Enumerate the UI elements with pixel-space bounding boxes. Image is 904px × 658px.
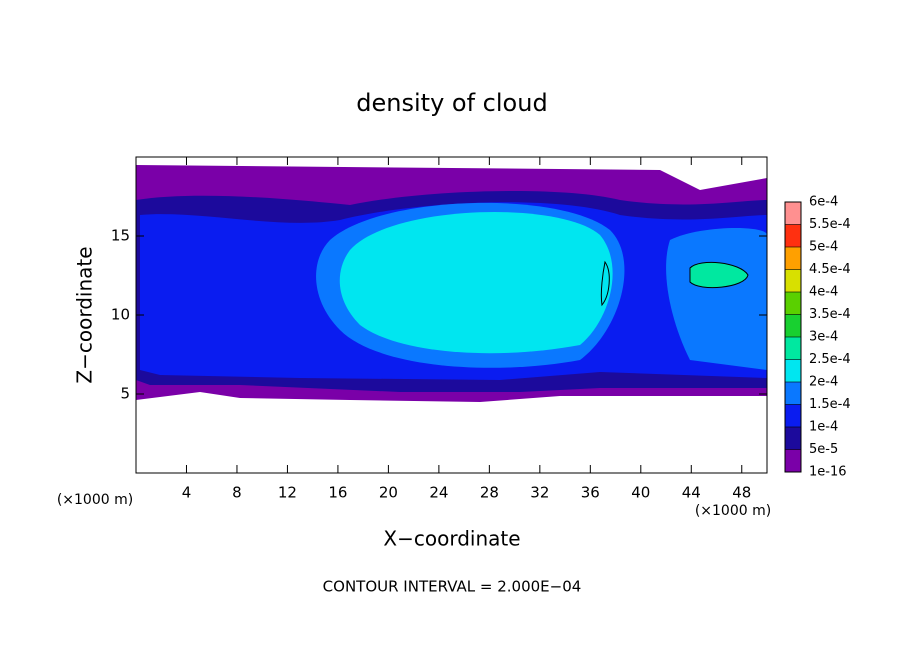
y-tick-label: 10	[111, 306, 130, 324]
x-tick-label: 44	[682, 484, 701, 502]
colorbar-band	[785, 292, 801, 315]
colorbar-label: 1e-16	[809, 465, 847, 480]
x-tick-label: 36	[581, 484, 600, 502]
x-tick-label: 12	[278, 484, 297, 502]
colorbar-label: 6e-4	[809, 195, 838, 210]
colorbar-label: 5.5e-4	[809, 217, 851, 232]
colorbar-label: 1.5e-4	[809, 397, 851, 412]
colorbar-band	[785, 404, 801, 427]
colorbar-band	[785, 314, 801, 337]
field-region	[339, 212, 613, 354]
x-tick-label: 40	[631, 484, 650, 502]
colorbar-band	[785, 382, 801, 405]
colorbar-label: 2.5e-4	[809, 352, 851, 367]
x-tick-label: 32	[530, 484, 549, 502]
y-tick-label: 15	[111, 227, 130, 245]
contour	[689, 261, 749, 289]
colorbar-band	[785, 269, 801, 292]
x-axis-label: X−coordinate	[383, 527, 520, 551]
x-tick-label: 28	[480, 484, 499, 502]
colorbar-label: 4e-4	[809, 285, 838, 300]
y-tick-label: 5	[120, 385, 130, 403]
colorbar-band	[785, 427, 801, 450]
contour	[600, 260, 610, 307]
x-tick-label: 16	[328, 484, 347, 502]
colorbar-label: 3.5e-4	[809, 307, 851, 322]
x-tick-label: 20	[379, 484, 398, 502]
x-unit: (×1000 m)	[695, 503, 771, 519]
y-unit: (×1000 m)	[57, 492, 133, 508]
colorbar-band	[785, 202, 801, 225]
colorbar-label: 1e-4	[809, 420, 838, 435]
colorbar-label: 2e-4	[809, 375, 838, 390]
y-axis-label: Z−coordinate	[73, 246, 97, 383]
colorbar-label: 5e-4	[809, 240, 838, 255]
contour-note: CONTOUR INTERVAL = 2.000E−04	[323, 578, 582, 596]
colorbar-band	[785, 337, 801, 360]
x-tick-label: 24	[429, 484, 448, 502]
field-region	[666, 228, 767, 370]
colorbar-label: 4.5e-4	[809, 262, 851, 277]
colorbar-band	[785, 247, 801, 270]
chart-title: density of cloud	[356, 89, 547, 117]
colorbar-band	[785, 224, 801, 247]
colorbar-band	[785, 449, 801, 472]
x-tick-label: 48	[732, 484, 751, 502]
x-tick-label: 8	[232, 484, 242, 502]
field	[136, 165, 767, 402]
colorbar-label: 3e-4	[809, 330, 838, 345]
colorbar-band	[785, 359, 801, 382]
x-tick-label: 4	[182, 484, 192, 502]
colorbar-label: 5e-5	[809, 442, 838, 457]
